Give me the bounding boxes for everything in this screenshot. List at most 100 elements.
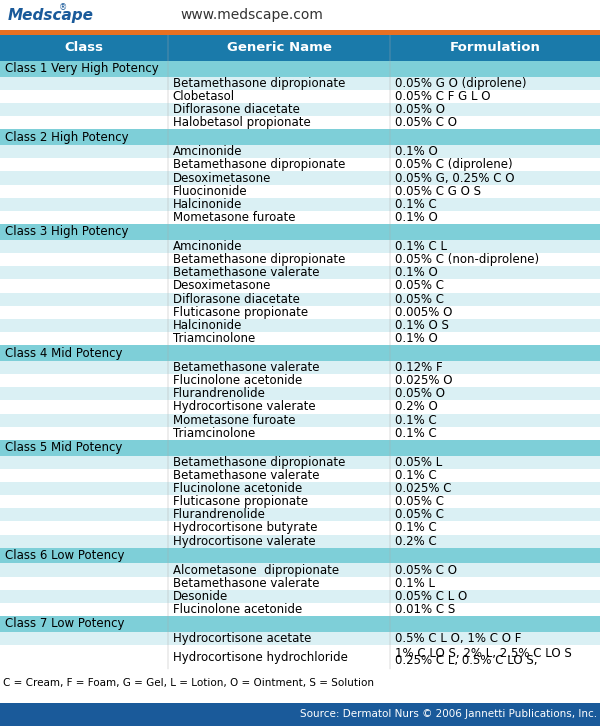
Bar (0, 387, 600, 400)
Text: Flucinolone acetonide: Flucinolone acetonide (173, 374, 302, 387)
Text: 0.05% C (diprolene): 0.05% C (diprolene) (395, 158, 512, 171)
Text: Hydrocortisone valerate: Hydrocortisone valerate (173, 401, 316, 413)
Text: 0.1% O S: 0.1% O S (395, 319, 449, 332)
Bar (0, 240, 600, 253)
Bar (0, 319, 600, 332)
Text: Hydrocortisone butyrate: Hydrocortisone butyrate (173, 521, 317, 534)
Text: 0.05% C: 0.05% C (395, 508, 444, 521)
Text: 0.1% C: 0.1% C (395, 414, 437, 427)
Text: 0.12% F: 0.12% F (395, 361, 442, 374)
Bar (0, 508, 600, 521)
Bar (0, 77, 600, 90)
Text: 0.025% O: 0.025% O (395, 374, 452, 387)
Text: 0.01% C S: 0.01% C S (395, 603, 455, 616)
Bar (0, 632, 600, 645)
Bar (0, 547, 600, 563)
Text: Generic Name: Generic Name (227, 41, 331, 54)
Text: 0.05% O: 0.05% O (395, 387, 445, 400)
Text: Mometasone furoate: Mometasone furoate (173, 414, 295, 427)
Bar (0, 495, 600, 508)
Text: 0.1% C L: 0.1% C L (395, 240, 447, 253)
Bar (0, 345, 600, 361)
Text: Desoximetasone: Desoximetasone (173, 280, 271, 293)
Bar (0, 129, 600, 145)
Bar (0, 116, 600, 129)
Text: Desonide: Desonide (173, 590, 228, 603)
Bar (0, 482, 600, 495)
Bar (0, 534, 600, 547)
Bar (0, 280, 600, 293)
Text: Class 6 Low Potency: Class 6 Low Potency (5, 549, 124, 562)
Text: 0.5% C L O, 1% C O F: 0.5% C L O, 1% C O F (395, 632, 521, 645)
Text: Flucinolone acetonide: Flucinolone acetonide (173, 482, 302, 495)
Text: Desoximetasone: Desoximetasone (173, 171, 271, 184)
Text: C = Cream, F = Foam, G = Gel, L = Lotion, O = Ointment, S = Solution: C = Cream, F = Foam, G = Gel, L = Lotion… (3, 678, 374, 688)
Text: Class 5 Mid Potency: Class 5 Mid Potency (5, 441, 122, 454)
Text: Fluocinonide: Fluocinonide (173, 184, 247, 197)
Text: Betamethasone valerate: Betamethasone valerate (173, 361, 319, 374)
Text: 0.05% C (non-diprolene): 0.05% C (non-diprolene) (395, 253, 539, 266)
Text: 0.05% C: 0.05% C (395, 495, 444, 508)
Bar (0, 563, 600, 576)
Bar (0, 703, 600, 726)
Bar (0, 145, 600, 158)
Text: Formulation: Formulation (449, 41, 541, 54)
Text: Clobetasol: Clobetasol (173, 90, 235, 103)
Bar (0, 0, 600, 30)
Text: Mometasone furoate: Mometasone furoate (173, 211, 295, 224)
Text: Medscape: Medscape (7, 8, 93, 23)
Text: Class 7 Low Potency: Class 7 Low Potency (5, 618, 124, 630)
Text: Class 2 High Potency: Class 2 High Potency (5, 131, 128, 144)
Text: 0.05% C F G L O: 0.05% C F G L O (395, 90, 490, 103)
Text: 0.05% C: 0.05% C (395, 293, 444, 306)
Text: Halcinonide: Halcinonide (173, 319, 242, 332)
Text: 0.05% G, 0.25% C O: 0.05% G, 0.25% C O (395, 171, 514, 184)
Bar (0, 456, 600, 469)
Bar (0, 35, 600, 61)
Text: Triamcinolone: Triamcinolone (173, 332, 255, 345)
Text: 0.1% C: 0.1% C (395, 469, 437, 482)
Text: www.medscape.com: www.medscape.com (180, 8, 323, 23)
Text: 0.005% O: 0.005% O (395, 306, 452, 319)
Bar (0, 293, 600, 306)
Bar (0, 374, 600, 387)
Text: 0.05% G O (diprolene): 0.05% G O (diprolene) (395, 77, 526, 90)
Bar (0, 224, 600, 240)
Text: 0.05% C L O: 0.05% C L O (395, 590, 467, 603)
Text: Flurandrenolide: Flurandrenolide (173, 387, 266, 400)
Text: Fluticasone propionate: Fluticasone propionate (173, 495, 308, 508)
Text: Hydrocortisone hydrochloride: Hydrocortisone hydrochloride (173, 650, 347, 664)
Bar (0, 103, 600, 116)
Text: Halobetasol propionate: Halobetasol propionate (173, 116, 311, 129)
Text: Betamethasone dipropionate: Betamethasone dipropionate (173, 456, 345, 469)
Bar (0, 469, 600, 482)
Text: Alcometasone  dipropionate: Alcometasone dipropionate (173, 563, 339, 576)
Text: Amcinonide: Amcinonide (173, 240, 242, 253)
Bar (0, 158, 600, 171)
Text: Betamethasone valerate: Betamethasone valerate (173, 576, 319, 590)
Text: Amcinonide: Amcinonide (173, 145, 242, 158)
Text: 1% C LO S, 2% L, 2.5% C LO S: 1% C LO S, 2% L, 2.5% C LO S (395, 648, 572, 661)
Text: 0.05% C G O S: 0.05% C G O S (395, 184, 481, 197)
Text: Source: Dermatol Nurs © 2006 Jannetti Publications, Inc.: Source: Dermatol Nurs © 2006 Jannetti Pu… (300, 709, 597, 719)
Bar (0, 400, 600, 414)
Text: 0.1% C: 0.1% C (395, 198, 437, 211)
Text: Betamethasone valerate: Betamethasone valerate (173, 266, 319, 280)
Text: 0.2% O: 0.2% O (395, 401, 437, 413)
Bar (0, 211, 600, 224)
Text: 0.25% C L, 0.5% C LO S,: 0.25% C L, 0.5% C LO S, (395, 654, 538, 667)
Bar (0, 645, 600, 669)
Bar (0, 266, 600, 280)
Bar (0, 184, 600, 197)
Text: Hydrocortisone valerate: Hydrocortisone valerate (173, 534, 316, 547)
Text: Betamethasone dipropionate: Betamethasone dipropionate (173, 253, 345, 266)
Bar (0, 332, 600, 345)
Text: Halcinonide: Halcinonide (173, 198, 242, 211)
Text: Class 4 Mid Potency: Class 4 Mid Potency (5, 346, 122, 359)
Text: Triamcinolone: Triamcinolone (173, 427, 255, 440)
Text: 0.1% O: 0.1% O (395, 332, 437, 345)
Text: 0.05% C: 0.05% C (395, 280, 444, 293)
Text: Betamethasone dipropionate: Betamethasone dipropionate (173, 158, 345, 171)
Bar (0, 521, 600, 534)
Bar (0, 414, 600, 427)
